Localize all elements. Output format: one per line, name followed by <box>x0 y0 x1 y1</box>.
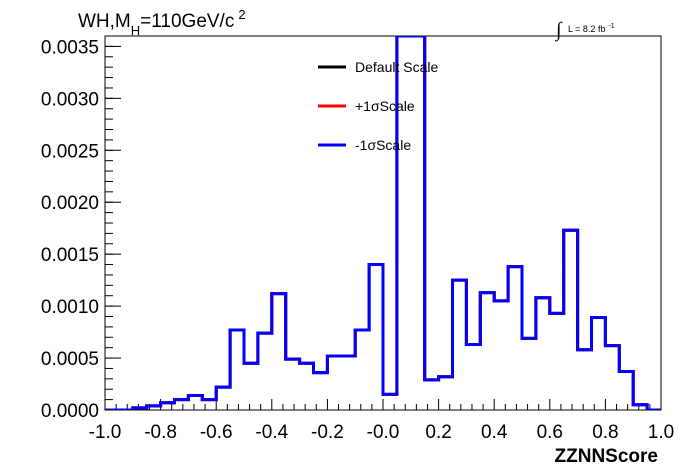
x-tick-label: 0.8 <box>592 422 618 443</box>
title-prefix: WH,M <box>78 11 131 32</box>
y-tick-label: 0.0035 <box>41 37 99 58</box>
x-tick-label: -0.6 <box>200 422 233 443</box>
x-axis-title: ZZNNScore <box>555 446 658 467</box>
legend-label: -1σScale <box>355 137 411 153</box>
x-tick-label: -0.0 <box>367 422 400 443</box>
legend: Default Scale +1σScale -1σScale <box>318 59 438 153</box>
x-tick-label: 0.6 <box>537 422 563 443</box>
title-superscript: 2 <box>238 7 245 22</box>
x-axis: -1.0 -0.8 -0.6 -0.4 -0.2 -0.0 0.2 0.4 0.6 0.8 1.0 <box>89 399 674 443</box>
y-tick-label: 0.0000 <box>41 401 99 422</box>
x-tick-label: 1.0 <box>648 422 674 443</box>
y-tick-label: 0.0005 <box>41 349 99 370</box>
chart-title: WH,MH=110GeV/c 2 <box>78 7 246 38</box>
x-tick-label: 0.4 <box>481 422 508 443</box>
x-tick-label: -1.0 <box>89 422 122 443</box>
y-axis: 0.0000 0.0005 0.0010 0.0015 0.0020 0.0025 0.00… <box>41 35 121 422</box>
y-tick-label: 0.0010 <box>41 297 99 318</box>
lumi-integral: ∫ <box>554 19 563 42</box>
x-tick-label: -0.8 <box>144 422 177 443</box>
lumi-text: L = 8.2 fb <box>568 24 605 34</box>
series-layer <box>105 36 661 410</box>
y-tick-label: 0.0020 <box>41 193 99 214</box>
legend-label: +1σScale <box>355 98 415 114</box>
x-tick-label: 0.2 <box>425 422 451 443</box>
x-tick-label: -0.2 <box>311 422 344 443</box>
lumi-label: L = 8.2 fb -1 <box>568 23 615 34</box>
title-mid: =110GeV/c <box>140 11 234 32</box>
x-tick-label: -0.4 <box>255 422 288 443</box>
lumi-superscript: -1 <box>608 23 614 30</box>
y-tick-label: 0.0030 <box>41 89 99 110</box>
y-tick-label: 0.0015 <box>41 245 99 266</box>
title-subscript: H <box>131 23 140 38</box>
series-line-2 <box>105 36 661 410</box>
legend-label: Default Scale <box>355 59 438 75</box>
y-tick-label: 0.0025 <box>41 141 99 162</box>
